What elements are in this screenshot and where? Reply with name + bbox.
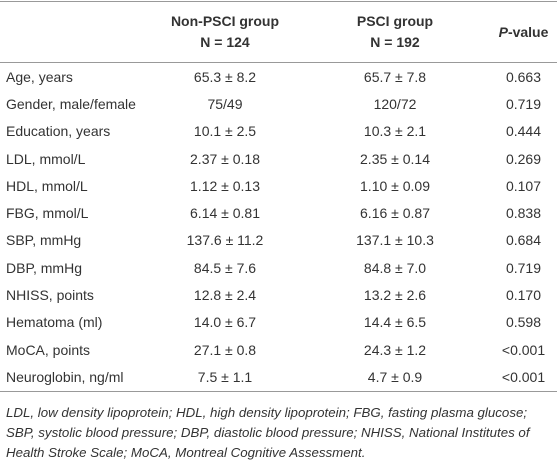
row-label: HDL, mmol/L — [6, 177, 88, 194]
row-label: MoCA, points — [6, 341, 91, 358]
data-table: Non-PSCI group N = 124 PSCI group N = 192 … — [0, 1, 557, 392]
footnote: LDL, low density lipoprotein; HDL, high … — [6, 405, 530, 460]
table-row: DBP, mmHg 84.5 ± 7.6 84.8 ± 7.0 0.719 — [0, 254, 557, 281]
table-cell: 0.719 — [505, 95, 542, 112]
table-row: Education, years 10.1 ± 2.5 10.3 ± 2.1 0.44… — [0, 118, 557, 145]
column-name-italic: P — [498, 23, 508, 40]
table-cell: 0.170 — [505, 287, 542, 304]
table-cell: 0.719 — [505, 259, 542, 276]
table-row: NHISS, points 12.8 ± 2.4 13.2 ± 2.6 0.170 — [0, 281, 557, 308]
table-cell: 27.1 ± 0.8 — [193, 341, 257, 358]
table-cell: 7.5 ± 1.1 — [197, 368, 253, 385]
row-label: Age, years — [6, 68, 73, 85]
table-row: FBG, mmol/L 6.14 ± 0.81 6.16 ± 0.87 0.838 — [0, 199, 557, 226]
table-cell: 0.684 — [505, 232, 542, 249]
table-cell: 0.598 — [505, 314, 542, 331]
row-label: Neuroglobin, ng/ml — [6, 368, 124, 385]
table-row: SBP, mmHg 137.6 ± 11.2 137.1 ± 10.3 0.684 — [0, 227, 557, 254]
table-cell: 137.1 ± 10.3 — [356, 232, 434, 249]
table-cell: <0.001 — [501, 368, 546, 385]
table-cell: 4.7 ± 0.9 — [367, 368, 423, 385]
column-n: N = 192 — [370, 34, 420, 50]
row-label: Education, years — [6, 123, 111, 140]
table-cell: 1.10 ± 0.09 — [360, 177, 430, 194]
header-cell: Non-PSCI group N = 124 — [150, 2, 300, 63]
table-cell: 24.3 ± 1.2 — [363, 341, 427, 358]
row-label: SBP, mmHg — [6, 232, 82, 249]
table-cell: 75/49 — [207, 95, 243, 112]
table-cell: 0.107 — [505, 177, 542, 194]
table-cell: 14.0 ± 6.7 — [193, 314, 257, 331]
table-cell: 120/72 — [373, 95, 417, 112]
table-cell: 0.838 — [505, 205, 542, 222]
table-row: HDL, mmol/L 1.12 ± 0.13 1.10 ± 0.09 0.107 — [0, 172, 557, 199]
table-cell: <0.001 — [501, 341, 546, 358]
table-cell: 14.4 ± 6.5 — [363, 314, 427, 331]
table-cell: 2.35 ± 0.14 — [360, 150, 430, 167]
table-row: Gender, male/female 75/49 120/72 0.719 — [0, 90, 557, 117]
table-cell: 12.8 ± 2.4 — [193, 287, 257, 304]
table-cell: 2.37 ± 0.18 — [190, 150, 260, 167]
table-row: Age, years 65.3 ± 8.2 65.7 ± 7.8 0.663 — [0, 63, 557, 91]
row-label: FBG, mmol/L — [6, 205, 89, 222]
table-cell: 13.2 ± 2.6 — [363, 287, 427, 304]
table-cell: 84.5 ± 7.6 — [193, 259, 257, 276]
table-cell: 65.7 ± 7.8 — [363, 68, 427, 85]
table-cell: 1.12 ± 0.13 — [190, 177, 260, 194]
table-row: MoCA, points 27.1 ± 0.8 24.3 ± 1.2 <0.001 — [0, 336, 557, 363]
header-cell: P-value — [490, 2, 557, 63]
table-row: Hematoma (ml) 14.0 ± 6.7 14.4 ± 6.5 0.598 — [0, 309, 557, 336]
table-cell: 65.3 ± 8.2 — [193, 68, 257, 85]
row-label: LDL, mmol/L — [6, 150, 86, 167]
table-cell: 84.8 ± 7.0 — [363, 259, 427, 276]
table-body: Age, years 65.3 ± 8.2 65.7 ± 7.8 0.663 Gende… — [0, 63, 557, 392]
column-n: N = 124 — [200, 34, 250, 50]
column-name: -value — [507, 23, 549, 40]
table-row: Neuroglobin, ng/ml 7.5 ± 1.1 4.7 ± 0.9 <0.0… — [0, 363, 557, 392]
table-cell: 6.14 ± 0.81 — [190, 205, 260, 222]
header-cell: PSCI group N = 192 — [300, 2, 490, 63]
table-cell: 6.16 ± 0.87 — [360, 205, 430, 222]
table-cell: 0.444 — [505, 123, 542, 140]
row-label: NHISS, points — [6, 287, 94, 304]
row-label: DBP, mmHg — [6, 259, 82, 276]
column-name: PSCI group — [356, 13, 434, 29]
row-label: Gender, male/female — [6, 95, 136, 112]
table-cell: 10.1 ± 2.5 — [193, 123, 257, 140]
header-row: Non-PSCI group N = 124 PSCI group N = 192 … — [0, 1, 557, 63]
table-cell: 137.6 ± 11.2 — [186, 232, 264, 249]
table-header: Non-PSCI group N = 124 PSCI group N = 192 … — [0, 1, 557, 63]
row-label: Hematoma (ml) — [6, 314, 103, 331]
table-cell: 0.269 — [505, 150, 542, 167]
table-cell: 0.663 — [505, 68, 542, 85]
table-row: LDL, mmol/L 2.37 ± 0.18 2.35 ± 0.14 0.269 — [0, 145, 557, 172]
header-cell — [0, 2, 150, 63]
table-cell: 10.3 ± 2.1 — [363, 123, 427, 140]
column-name: Non-PSCI group — [170, 13, 280, 29]
